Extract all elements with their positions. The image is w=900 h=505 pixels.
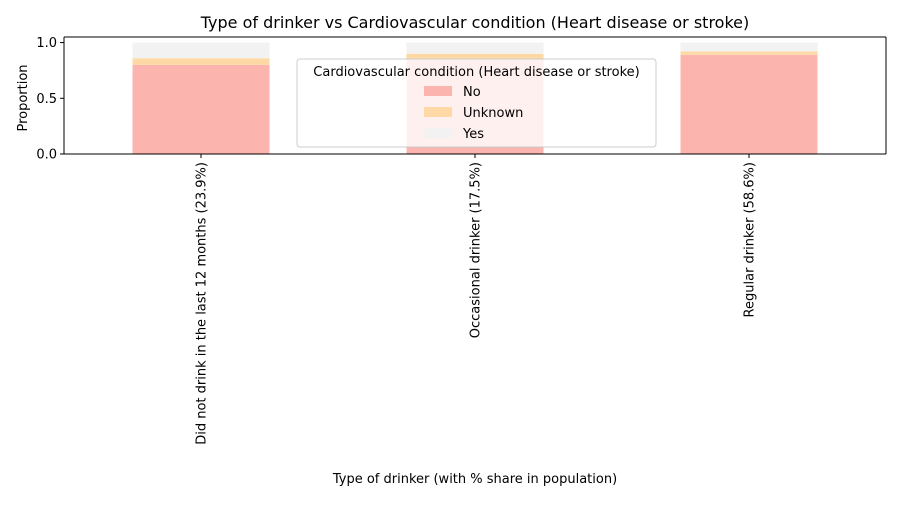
bar-segment-no-2 — [680, 54, 818, 154]
axes: 0.0 0.5 1.0 Did not drink in the last 12 mo… — [36, 36, 887, 445]
legend-label-no: No — [463, 85, 481, 100]
x-tick-label-0: Did not drink in the last 12 months (23.… — [195, 162, 210, 445]
y-tick-label-1: 0.5 — [36, 92, 57, 107]
x-axis-title: Type of drinker (with % share in populat… — [332, 472, 617, 487]
legend-title: Cardiovascular condition (Heart disease … — [313, 65, 639, 80]
legend-box — [296, 58, 657, 148]
legend-swatch-yes — [424, 128, 452, 138]
legend: Cardiovascular condition (Heart disease … — [296, 58, 657, 148]
bar-segment-unknown-1 — [406, 53, 544, 60]
bar-segment-unknown-0 — [132, 58, 270, 65]
bar-segment-yes-2 — [680, 42, 818, 52]
x-tick-label-2: Regular drinker (58.6%) — [743, 162, 758, 317]
y-tick-label-0: 0.0 — [36, 148, 57, 163]
legend-label-unknown: Unknown — [463, 106, 523, 121]
y-tick-label-2: 1.0 — [36, 36, 57, 51]
legend-swatch-unknown — [424, 107, 452, 117]
bar-segment-yes-1 — [406, 42, 544, 54]
bar-segment-unknown-2 — [680, 51, 818, 55]
bar-segment-no-0 — [132, 64, 270, 154]
x-tick-label-1: Occasional drinker (17.5%) — [469, 162, 484, 338]
chart-title: Type of drinker vs Cardiovascular condit… — [200, 13, 750, 32]
bar-segment-yes-0 — [132, 42, 270, 59]
legend-label-yes: Yes — [462, 127, 484, 142]
legend-swatch-no — [424, 86, 452, 96]
y-axis-title: Proportion — [16, 64, 31, 131]
